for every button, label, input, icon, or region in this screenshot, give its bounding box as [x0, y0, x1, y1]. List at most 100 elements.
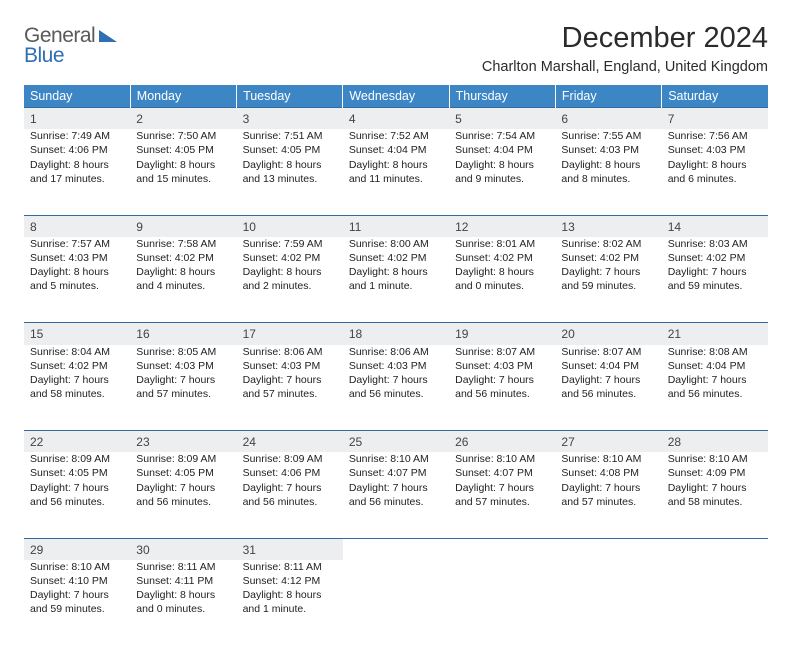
daylight-line: Daylight: 7 hours and 59 minutes.: [668, 265, 762, 293]
empty-cell: [662, 538, 768, 560]
daylight-line: Daylight: 8 hours and 15 minutes.: [136, 158, 230, 186]
day-cell: Sunrise: 8:11 AMSunset: 4:11 PMDaylight:…: [130, 560, 236, 646]
daylight-line: Daylight: 7 hours and 56 minutes.: [243, 481, 337, 509]
daylight-line: Daylight: 7 hours and 56 minutes.: [30, 481, 124, 509]
sunset-line: Sunset: 4:02 PM: [455, 251, 549, 265]
day-cell: Sunrise: 8:10 AMSunset: 4:10 PMDaylight:…: [24, 560, 130, 646]
day-cell: Sunrise: 8:01 AMSunset: 4:02 PMDaylight:…: [449, 237, 555, 323]
day-number-row: 1234567: [24, 108, 768, 130]
sunrise-line: Sunrise: 8:04 AM: [30, 345, 124, 359]
sunset-line: Sunset: 4:10 PM: [30, 574, 124, 588]
sunset-line: Sunset: 4:04 PM: [455, 143, 549, 157]
day-number: 8: [24, 215, 130, 237]
sunset-line: Sunset: 4:08 PM: [561, 466, 655, 480]
day-number: 14: [662, 215, 768, 237]
sunrise-line: Sunrise: 8:10 AM: [668, 452, 762, 466]
day-cell: Sunrise: 8:02 AMSunset: 4:02 PMDaylight:…: [555, 237, 661, 323]
daylight-line: Daylight: 7 hours and 56 minutes.: [349, 481, 443, 509]
day-body-row: Sunrise: 7:57 AMSunset: 4:03 PMDaylight:…: [24, 237, 768, 323]
day-number: 6: [555, 108, 661, 130]
sunset-line: Sunset: 4:02 PM: [668, 251, 762, 265]
daylight-line: Daylight: 8 hours and 1 minute.: [243, 588, 337, 616]
sunrise-line: Sunrise: 8:05 AM: [136, 345, 230, 359]
day-number-row: 15161718192021: [24, 323, 768, 345]
sunrise-line: Sunrise: 8:10 AM: [349, 452, 443, 466]
sunset-line: Sunset: 4:02 PM: [561, 251, 655, 265]
day-number-row: 891011121314: [24, 215, 768, 237]
weekday-header: Thursday: [449, 85, 555, 108]
sunrise-line: Sunrise: 8:10 AM: [561, 452, 655, 466]
day-number: 21: [662, 323, 768, 345]
sunrise-line: Sunrise: 7:58 AM: [136, 237, 230, 251]
sunrise-line: Sunrise: 7:54 AM: [455, 129, 549, 143]
day-cell: Sunrise: 8:09 AMSunset: 4:05 PMDaylight:…: [130, 452, 236, 538]
day-cell: Sunrise: 8:06 AMSunset: 4:03 PMDaylight:…: [343, 345, 449, 431]
empty-cell: [343, 560, 449, 646]
sunset-line: Sunset: 4:02 PM: [243, 251, 337, 265]
daylight-line: Daylight: 7 hours and 57 minutes.: [136, 373, 230, 401]
empty-cell: [662, 560, 768, 646]
day-cell: Sunrise: 7:58 AMSunset: 4:02 PMDaylight:…: [130, 237, 236, 323]
day-cell: Sunrise: 8:00 AMSunset: 4:02 PMDaylight:…: [343, 237, 449, 323]
day-number: 17: [237, 323, 343, 345]
calendar-page: General Blue December 2024 Charlton Mars…: [0, 0, 792, 656]
day-cell: Sunrise: 7:54 AMSunset: 4:04 PMDaylight:…: [449, 129, 555, 215]
sunset-line: Sunset: 4:03 PM: [455, 359, 549, 373]
sunrise-line: Sunrise: 7:50 AM: [136, 129, 230, 143]
empty-cell: [343, 538, 449, 560]
day-cell: Sunrise: 7:57 AMSunset: 4:03 PMDaylight:…: [24, 237, 130, 323]
day-number: 24: [237, 431, 343, 453]
month-title: December 2024: [482, 22, 768, 55]
sunrise-line: Sunrise: 7:49 AM: [30, 129, 124, 143]
sunset-line: Sunset: 4:03 PM: [136, 359, 230, 373]
sunset-line: Sunset: 4:04 PM: [668, 359, 762, 373]
day-cell: Sunrise: 8:10 AMSunset: 4:07 PMDaylight:…: [343, 452, 449, 538]
weekday-header: Friday: [555, 85, 661, 108]
day-cell: Sunrise: 8:10 AMSunset: 4:08 PMDaylight:…: [555, 452, 661, 538]
day-cell: Sunrise: 8:07 AMSunset: 4:03 PMDaylight:…: [449, 345, 555, 431]
day-cell: Sunrise: 8:05 AMSunset: 4:03 PMDaylight:…: [130, 345, 236, 431]
daylight-line: Daylight: 8 hours and 11 minutes.: [349, 158, 443, 186]
day-cell: Sunrise: 7:51 AMSunset: 4:05 PMDaylight:…: [237, 129, 343, 215]
empty-cell: [449, 560, 555, 646]
sunset-line: Sunset: 4:03 PM: [30, 251, 124, 265]
weekday-header: Monday: [130, 85, 236, 108]
calendar-header-row: SundayMondayTuesdayWednesdayThursdayFrid…: [24, 85, 768, 108]
sunset-line: Sunset: 4:02 PM: [349, 251, 443, 265]
day-number: 25: [343, 431, 449, 453]
day-number: 28: [662, 431, 768, 453]
sunset-line: Sunset: 4:05 PM: [136, 466, 230, 480]
day-cell: Sunrise: 8:11 AMSunset: 4:12 PMDaylight:…: [237, 560, 343, 646]
daylight-line: Daylight: 8 hours and 6 minutes.: [668, 158, 762, 186]
daylight-line: Daylight: 8 hours and 2 minutes.: [243, 265, 337, 293]
sunrise-line: Sunrise: 8:02 AM: [561, 237, 655, 251]
day-number: 27: [555, 431, 661, 453]
day-number: 20: [555, 323, 661, 345]
day-cell: Sunrise: 8:09 AMSunset: 4:06 PMDaylight:…: [237, 452, 343, 538]
daylight-line: Daylight: 7 hours and 56 minutes.: [668, 373, 762, 401]
day-cell: Sunrise: 8:04 AMSunset: 4:02 PMDaylight:…: [24, 345, 130, 431]
logo-triangle-icon: [99, 30, 117, 42]
day-number: 3: [237, 108, 343, 130]
sunset-line: Sunset: 4:06 PM: [243, 466, 337, 480]
day-number-row: 293031: [24, 538, 768, 560]
sunset-line: Sunset: 4:02 PM: [30, 359, 124, 373]
day-body-row: Sunrise: 8:10 AMSunset: 4:10 PMDaylight:…: [24, 560, 768, 646]
daylight-line: Daylight: 7 hours and 57 minutes.: [243, 373, 337, 401]
day-number: 1: [24, 108, 130, 130]
day-number: 5: [449, 108, 555, 130]
day-number: 18: [343, 323, 449, 345]
day-number: 7: [662, 108, 768, 130]
logo-text-blue: Blue: [24, 44, 117, 68]
daylight-line: Daylight: 7 hours and 56 minutes.: [349, 373, 443, 401]
empty-cell: [555, 560, 661, 646]
day-cell: Sunrise: 8:10 AMSunset: 4:07 PMDaylight:…: [449, 452, 555, 538]
sunrise-line: Sunrise: 8:06 AM: [243, 345, 337, 359]
sunset-line: Sunset: 4:07 PM: [349, 466, 443, 480]
location-text: Charlton Marshall, England, United Kingd…: [482, 59, 768, 75]
sunset-line: Sunset: 4:05 PM: [30, 466, 124, 480]
sunrise-line: Sunrise: 7:51 AM: [243, 129, 337, 143]
sunset-line: Sunset: 4:12 PM: [243, 574, 337, 588]
day-number: 2: [130, 108, 236, 130]
day-cell: Sunrise: 8:06 AMSunset: 4:03 PMDaylight:…: [237, 345, 343, 431]
